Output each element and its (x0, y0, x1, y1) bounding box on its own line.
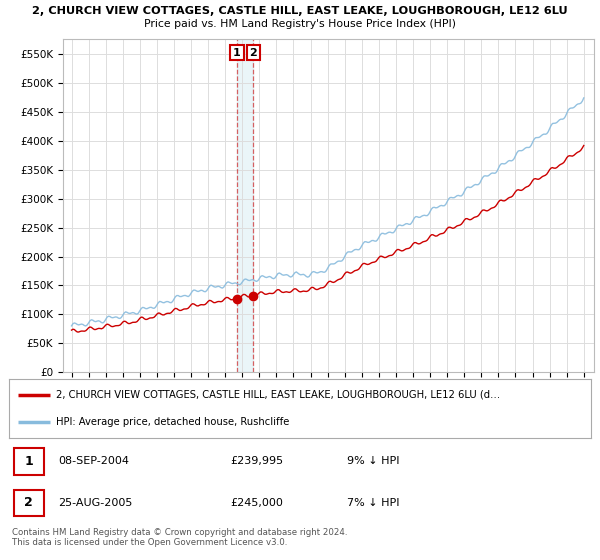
Text: 1: 1 (233, 48, 241, 58)
Text: Contains HM Land Registry data © Crown copyright and database right 2024.
This d: Contains HM Land Registry data © Crown c… (12, 528, 347, 547)
Text: 7% ↓ HPI: 7% ↓ HPI (347, 498, 399, 508)
Text: £245,000: £245,000 (230, 498, 283, 508)
Text: HPI: Average price, detached house, Rushcliffe: HPI: Average price, detached house, Rush… (56, 417, 289, 427)
Text: 2: 2 (25, 496, 33, 510)
Text: 1: 1 (25, 455, 33, 468)
FancyBboxPatch shape (14, 489, 44, 516)
Bar (237, 39, 253, 372)
Text: 2, CHURCH VIEW COTTAGES, CASTLE HILL, EAST LEAKE, LOUGHBOROUGH, LE12 6LU: 2, CHURCH VIEW COTTAGES, CASTLE HILL, EA… (32, 6, 568, 16)
Text: 2: 2 (250, 48, 257, 58)
Text: 9% ↓ HPI: 9% ↓ HPI (347, 456, 399, 466)
FancyBboxPatch shape (14, 448, 44, 475)
Text: Price paid vs. HM Land Registry's House Price Index (HPI): Price paid vs. HM Land Registry's House … (144, 19, 456, 29)
Text: 2, CHURCH VIEW COTTAGES, CASTLE HILL, EAST LEAKE, LOUGHBOROUGH, LE12 6LU (d…: 2, CHURCH VIEW COTTAGES, CASTLE HILL, EA… (56, 390, 500, 400)
Text: £239,995: £239,995 (230, 456, 283, 466)
Text: 08-SEP-2004: 08-SEP-2004 (58, 456, 130, 466)
Text: 25-AUG-2005: 25-AUG-2005 (58, 498, 133, 508)
